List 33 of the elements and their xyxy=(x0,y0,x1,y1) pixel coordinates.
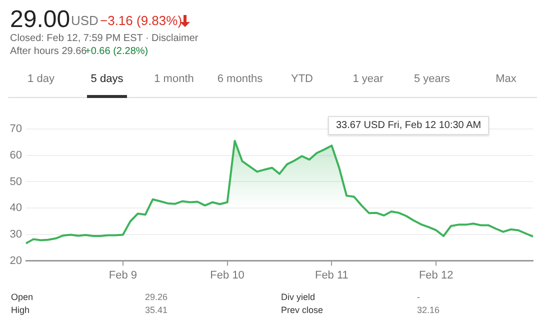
y-tick-label: 50 xyxy=(10,176,22,188)
x-tick-label: Feb 11 xyxy=(314,269,348,282)
text: 32.16 xyxy=(417,305,440,315)
text: 35.41 xyxy=(145,305,168,315)
y-tick-label: 70 xyxy=(10,123,22,136)
x-tick-label: Feb 10 xyxy=(210,269,244,282)
text: USD xyxy=(71,13,98,28)
text: +0.66 (2.28%) xyxy=(85,46,148,57)
text: - xyxy=(417,292,420,302)
y-tick-label: 30 xyxy=(10,228,22,240)
text: YTD xyxy=(291,73,313,85)
text: After hours 29.66 xyxy=(10,46,87,57)
text: Open xyxy=(11,292,34,302)
x-tick-label: Feb 12 xyxy=(418,269,454,282)
text: 5 days xyxy=(90,73,124,85)
y-tick-label: 40 xyxy=(10,202,22,214)
text: Max xyxy=(496,73,516,85)
text: 6 months xyxy=(217,73,263,85)
text: High xyxy=(11,305,30,315)
text: 5 years xyxy=(414,73,450,85)
chart-title: 29.00 xyxy=(10,6,70,34)
text: 1 day xyxy=(28,73,54,85)
y-tick-label: 60 xyxy=(10,149,22,162)
text: Closed: Feb 12, 7:59 PM EST · Disclaimer xyxy=(10,33,198,44)
text: 29.26 xyxy=(145,292,168,302)
text: Prev close xyxy=(281,305,324,315)
text: 1 year xyxy=(352,73,384,85)
y-tick-label: 20 xyxy=(10,254,22,267)
x-tick-label: Feb 9 xyxy=(108,269,137,282)
text: Div yield xyxy=(281,292,316,302)
annotation: 33.67 USD Fri, Feb 12 10:30 AM xyxy=(328,116,490,135)
text: 1 month xyxy=(154,73,194,85)
text: −3.16 (9.83%) xyxy=(100,13,182,28)
